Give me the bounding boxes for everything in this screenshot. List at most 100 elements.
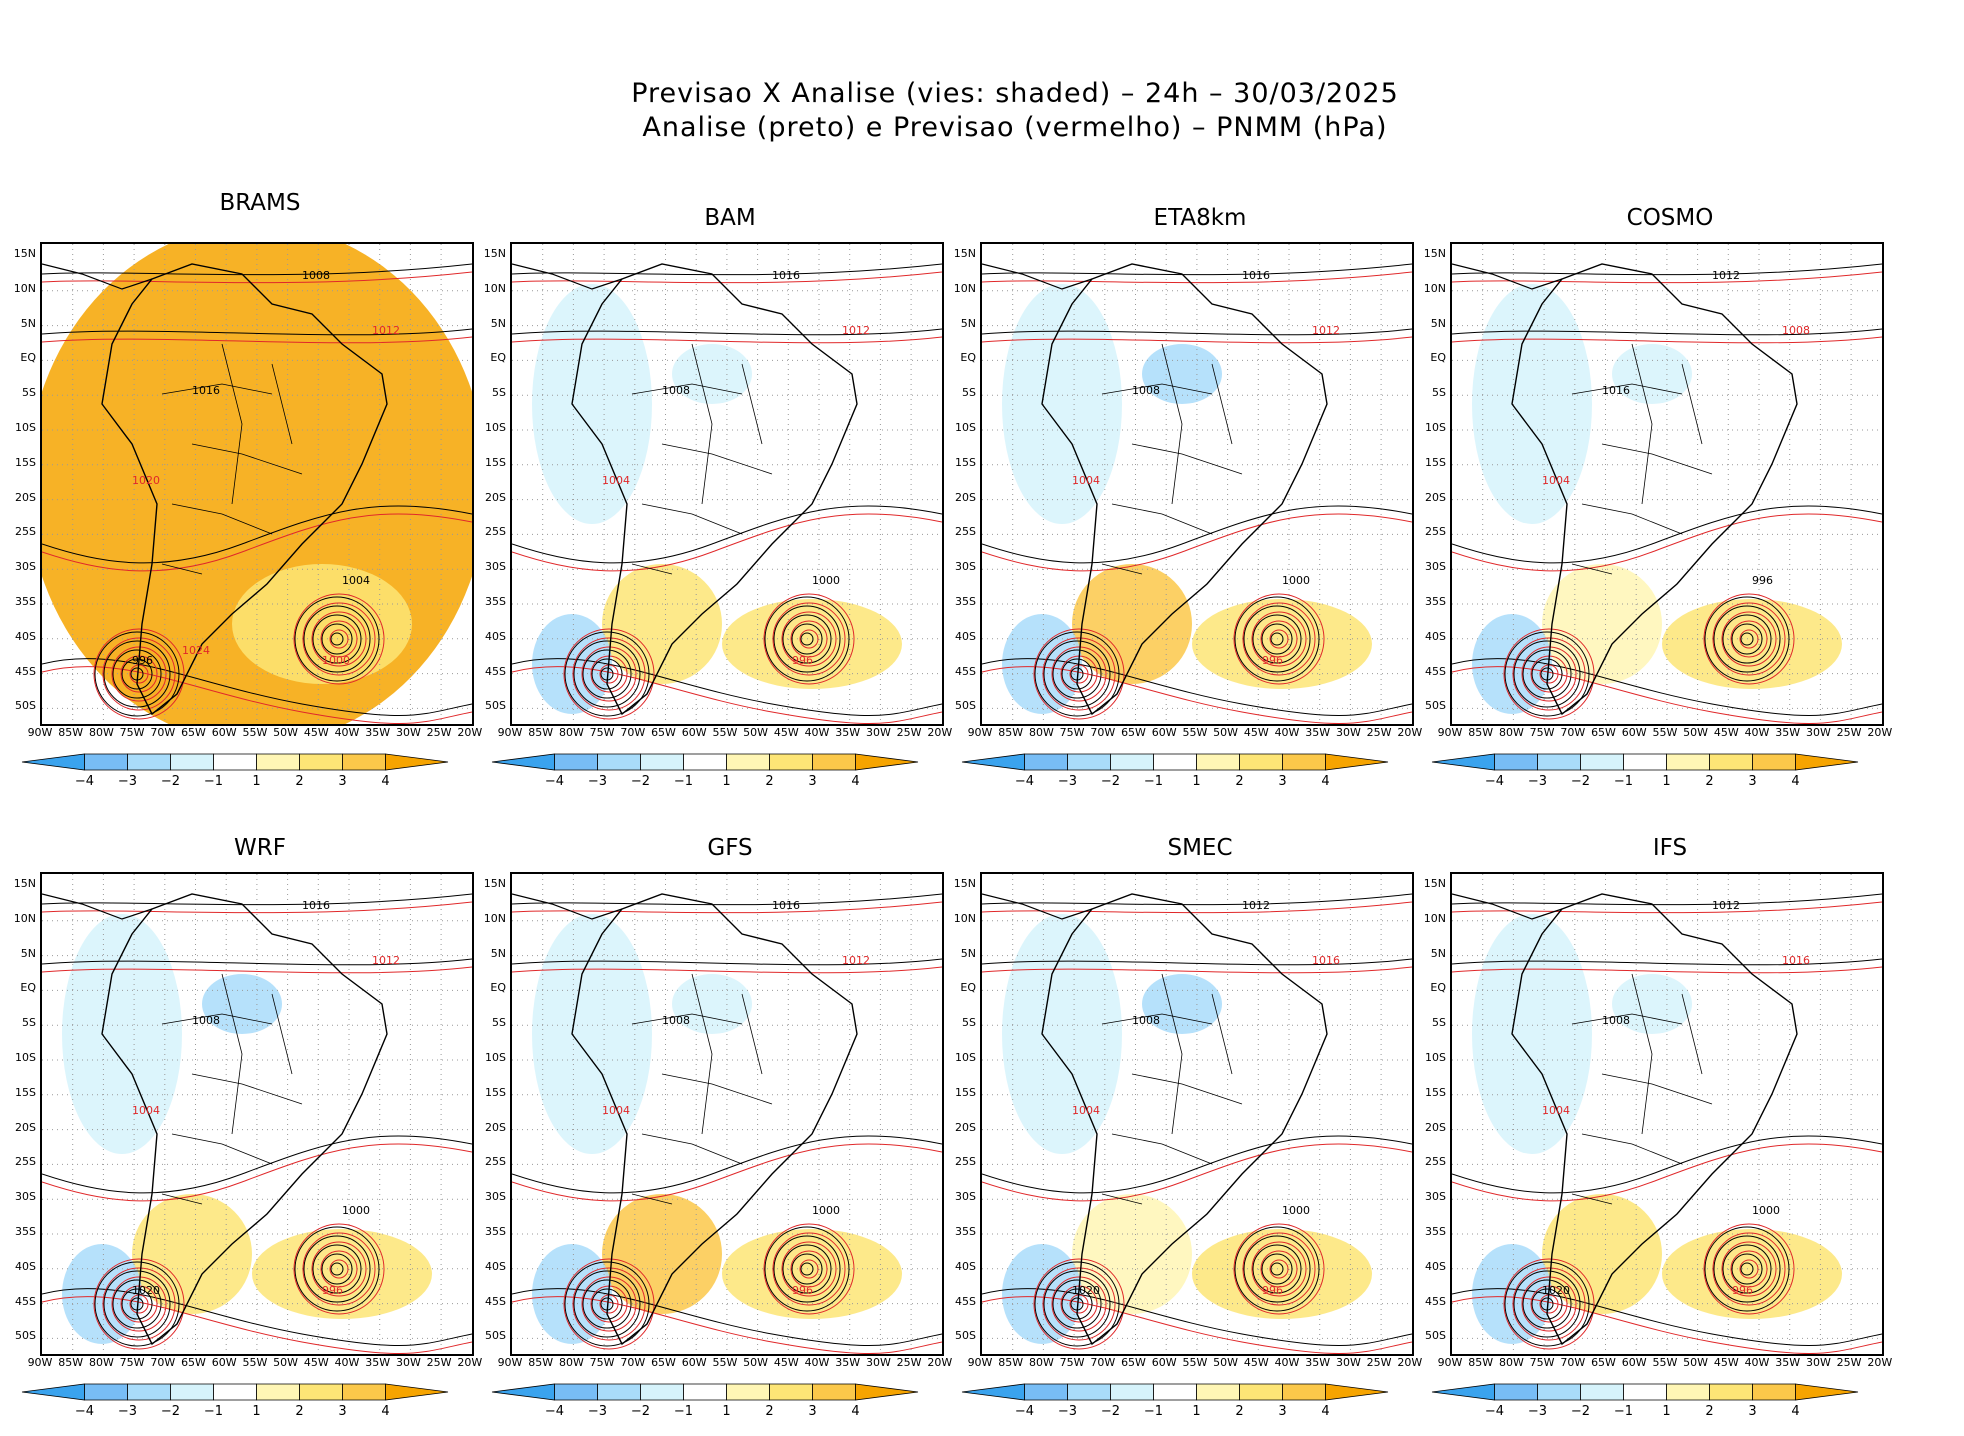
country-border [641, 503, 743, 535]
longitude-label: 50W [1213, 1356, 1239, 1369]
low-pressure-ring [1512, 1267, 1586, 1341]
low-pressure-ring [1261, 1253, 1293, 1285]
latitude-label: 15S [1425, 1085, 1446, 1099]
country-border [1131, 443, 1243, 475]
country-border [1211, 993, 1233, 1075]
low-pressure-ring [581, 646, 637, 702]
longitude-label: 35W [835, 726, 861, 739]
longitude-label: 80W [88, 1356, 114, 1369]
colorbar-label: 4 [381, 1404, 390, 1419]
colorbar-label: −2 [160, 774, 181, 789]
colorbar-segment [1709, 753, 1753, 771]
bias-shading-region [1612, 974, 1692, 1034]
coastline [1511, 893, 1798, 1346]
latitude-label: 10S [485, 1051, 506, 1064]
forecast-isobar [1452, 966, 1882, 974]
colorbar-segment [961, 1383, 1025, 1401]
colorbar-label: 4 [851, 1404, 860, 1419]
bias-shading-region [1542, 1194, 1662, 1314]
low-pressure-ring [772, 1232, 846, 1306]
colorbar-label: −4 [1484, 1404, 1505, 1419]
latitude-label: 5N [490, 316, 506, 330]
country-border [221, 973, 243, 1135]
colorbar-segment [1431, 1383, 1495, 1401]
longitude-label: 50W [1683, 1356, 1709, 1369]
colorbar-segment [1752, 1383, 1796, 1401]
low-pressure-ring [1521, 646, 1577, 702]
colorbar-label: 3 [1748, 1404, 1757, 1419]
latitude-label: 35S [485, 1225, 506, 1238]
coastline [512, 263, 623, 290]
longitude-label: 55W [1652, 1356, 1678, 1369]
longitude-label: 60W [1621, 726, 1647, 739]
coastline [571, 893, 858, 1346]
contour-label: 1024 [182, 644, 210, 657]
map-frame: 1012 1016 1008 1004 1000 996 1020 [980, 872, 1414, 1356]
low-pressure-ring [1703, 593, 1795, 685]
longitude-label: 65W [651, 726, 676, 739]
coastline [101, 263, 388, 716]
analysis-isobar [512, 893, 942, 906]
latitude-label: EQ [1430, 351, 1446, 365]
colorbar-segment [385, 1383, 449, 1401]
low-pressure-ring [1504, 1261, 1590, 1347]
colorbar-segment [342, 1383, 386, 1401]
forecast-isobar [512, 1296, 942, 1354]
colorbar-label: −3 [1527, 1404, 1548, 1419]
country-border [171, 1133, 273, 1165]
analysis-isobar [512, 505, 942, 564]
colorbar-segment [726, 753, 770, 771]
low-pressure-ring [564, 1261, 650, 1347]
bias-shading-region [532, 284, 652, 524]
colorbar-segment [170, 1383, 214, 1401]
low-pressure-ring [1061, 658, 1093, 690]
longitude-label: 80W [1028, 1356, 1054, 1369]
longitude-label: 45W [773, 726, 799, 739]
colorbar-label: −3 [587, 774, 608, 789]
country-border [631, 563, 673, 575]
map-frame: 1008 1012 1016 1020 1004 1000 996 1024 [40, 242, 474, 726]
colorbar-label: 2 [295, 774, 304, 789]
forecast-isobar [982, 513, 1412, 572]
low-pressure-ring [312, 1244, 362, 1294]
longitude-label: 70W [1090, 726, 1116, 739]
colorbar: −4 −3 −2 −1 1 2 3 4 [1430, 752, 1860, 797]
contour-label: 996 [1262, 654, 1283, 667]
latitude-label: 30S [485, 560, 506, 574]
bias-shading-region [532, 914, 652, 1154]
colorbar-label: 2 [1705, 774, 1714, 789]
model-panel-bam: BAM 1016 1012 1008 1004 1000 996 15N 10N 5N EQ 5S 10… [470, 190, 952, 790]
analysis-isobar [982, 893, 1412, 906]
colorbar-segment [1239, 1383, 1283, 1401]
model-panel-wrf: WRF 1016 1012 1008 1004 1000 996 1020 15N 10N 5N EQ… [0, 820, 482, 1420]
latitude-label: 15S [955, 455, 976, 469]
colorbar-segment [1494, 1383, 1538, 1401]
colorbar-graphic [21, 753, 449, 771]
colorbar-segment [554, 753, 598, 771]
longitude-label: 35W [1305, 726, 1331, 739]
low-pressure-ring [1739, 629, 1759, 649]
contour-label: 1012 [1242, 899, 1270, 912]
country-border [691, 973, 713, 1135]
map-frame: 1016 1012 1008 1004 1000 996 [980, 242, 1414, 726]
low-pressure-ring [321, 623, 353, 655]
contour-label: 996 [792, 654, 813, 667]
country-border [1161, 973, 1183, 1135]
low-pressure-ring [1712, 1232, 1786, 1306]
colorbar-segment [769, 753, 813, 771]
latitude-label: 10N [483, 281, 506, 295]
country-border [661, 1073, 773, 1105]
contour-label: 1000 [1282, 574, 1310, 587]
colorbar: −4 −3 −2 −1 1 2 3 4 [20, 1382, 450, 1427]
bias-shading-region [62, 914, 182, 1154]
colorbar-label: −2 [1570, 774, 1591, 789]
low-pressure-ring [1730, 620, 1768, 658]
latitude-label: 20S [15, 1120, 36, 1134]
low-pressure-ring [591, 1288, 623, 1320]
low-pressure-ring [303, 1235, 371, 1303]
low-pressure-ring [1051, 646, 1107, 702]
contour-label: 1008 [192, 1014, 220, 1027]
longitude-label: 70W [620, 1356, 646, 1369]
map-frame: 1016 1012 1008 1004 1000 996 [510, 242, 944, 726]
forecast-isobar [1452, 1296, 1882, 1354]
